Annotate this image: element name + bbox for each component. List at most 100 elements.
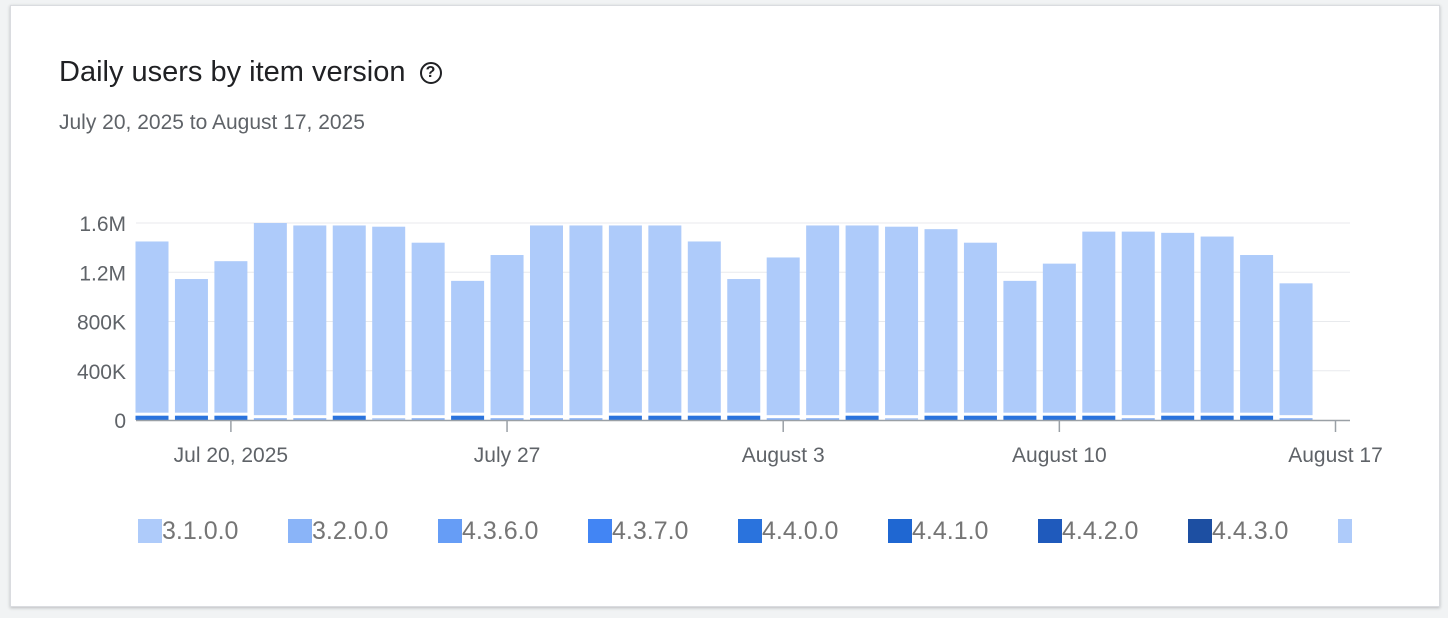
bar-segment-bottom: [214, 415, 248, 420]
legend-label: 4.4.1.0: [912, 516, 989, 545]
legend-item[interactable]: 4.4.2.0: [1038, 514, 1188, 548]
bar: [1082, 231, 1116, 413]
legend-label: 4.4.2.0: [1062, 516, 1139, 545]
legend-item[interactable]: 4.4.1.0: [888, 514, 1038, 548]
bar: [1279, 283, 1313, 416]
bar-segment-bottom: [1121, 418, 1155, 420]
bar-segment-bottom: [766, 418, 800, 420]
bar: [451, 280, 485, 413]
bar-segment-bottom: [727, 415, 761, 420]
bar-segment-bottom: [687, 415, 721, 420]
bar-segment-bottom: [530, 418, 563, 420]
bar: [1121, 231, 1155, 416]
bar: [766, 257, 800, 416]
bar: [214, 261, 248, 413]
x-tick-label: August 10: [1012, 444, 1107, 467]
bar: [372, 226, 406, 416]
bar: [1200, 236, 1234, 413]
bar: [885, 226, 919, 416]
legend-item[interactable]: 4.3.6.0: [438, 514, 588, 548]
legend-item[interactable]: 3.2.0.0: [288, 514, 438, 548]
x-tick-label: Jul 20, 2025: [174, 444, 288, 467]
help-circle-icon[interactable]: ?: [419, 61, 442, 84]
bar-segment-bottom: [135, 415, 169, 420]
x-tick-label: July 27: [474, 444, 541, 467]
bar: [253, 223, 287, 416]
legend-label: 4.3.7.0: [612, 516, 689, 545]
bar: [490, 255, 524, 416]
legend-item[interactable]: 4.4.0.0: [738, 514, 888, 548]
legend-item[interactable]: 4.4.3.0: [1188, 514, 1338, 548]
bar: [687, 241, 721, 413]
chart-title-text: Daily users by item version: [59, 56, 406, 88]
legend-swatch: [588, 519, 612, 543]
bar-segment-bottom: [1082, 415, 1116, 420]
bar: [806, 225, 840, 416]
bar-segment-bottom: [293, 418, 327, 420]
bar-segment-bottom: [1003, 415, 1037, 420]
bar-segment-bottom: [411, 418, 445, 420]
bar-segment-bottom: [845, 415, 879, 420]
bar-segment-bottom: [806, 418, 840, 420]
bar-segment-bottom: [1279, 418, 1313, 420]
bar-segment-bottom: [608, 415, 642, 420]
legend-swatch: [438, 519, 462, 543]
bar-segment-bottom: [490, 418, 524, 420]
bar: [924, 229, 958, 413]
legend-label: 3.1.0.0: [162, 516, 239, 545]
legend-item[interactable]: 3.1.0.0: [138, 514, 288, 548]
bar: [1161, 232, 1195, 413]
bar: [648, 225, 682, 413]
bar: [530, 225, 563, 416]
legend-swatch: [1338, 519, 1352, 543]
y-tick-label: 0: [114, 410, 126, 433]
date-range: July 20, 2025 to August 17, 2025: [59, 111, 365, 134]
x-tick-label: August 3: [742, 444, 825, 467]
bar: [293, 225, 327, 416]
y-tick-label: 1.2M: [79, 262, 126, 285]
legend-label: 4.3.6.0: [462, 516, 539, 545]
legend-swatch: [288, 519, 312, 543]
legend-item[interactable]: [1338, 514, 1352, 548]
bar: [332, 225, 366, 413]
bar-segment-bottom: [648, 415, 682, 420]
legend-label: 4.4.0.0: [762, 516, 839, 545]
legend: 3.1.0.0 3.2.0.0 4.3.6.0 4.3.7.0 4.4.0.0 4.4.1…: [138, 514, 1352, 548]
bar-segment-bottom: [1200, 415, 1234, 420]
bar: [135, 241, 169, 413]
bar: [727, 279, 761, 413]
bar-segment-bottom: [372, 418, 406, 420]
bar-segment-bottom: [174, 415, 208, 420]
bar: [411, 242, 445, 416]
bar-segment-bottom: [885, 418, 919, 420]
bar: [569, 225, 603, 416]
bar-segment-bottom: [569, 418, 603, 420]
legend-label: 3.2.0.0: [312, 516, 389, 545]
legend-swatch: [888, 519, 912, 543]
bar-segment-bottom: [332, 415, 366, 420]
bar: [845, 225, 879, 413]
bar-segment-bottom: [1240, 415, 1274, 420]
bar-segment-bottom: [253, 418, 287, 420]
legend-swatch: [1188, 519, 1212, 543]
bar: [1240, 255, 1274, 413]
bar-segment-bottom: [1161, 415, 1195, 420]
bar: [608, 225, 642, 413]
y-tick-label: 1.6M: [79, 213, 126, 236]
bar-segment-bottom: [1042, 415, 1076, 420]
bar-segment-bottom: [963, 415, 997, 420]
legend-swatch: [738, 519, 762, 543]
bar: [1042, 263, 1076, 413]
y-tick-label: 800K: [77, 312, 126, 335]
legend-label: 4.4.3.0: [1212, 516, 1289, 545]
bar-segment-bottom: [451, 415, 485, 420]
legend-swatch: [1038, 519, 1062, 543]
y-tick-label: 400K: [77, 361, 126, 384]
bar: [174, 279, 208, 413]
bar: [1003, 280, 1037, 413]
x-tick-label: August 17: [1288, 444, 1383, 467]
chart-title: Daily users by item version ?: [59, 56, 442, 89]
legend-item[interactable]: 4.3.7.0: [588, 514, 738, 548]
bar-segment-bottom: [924, 415, 958, 420]
